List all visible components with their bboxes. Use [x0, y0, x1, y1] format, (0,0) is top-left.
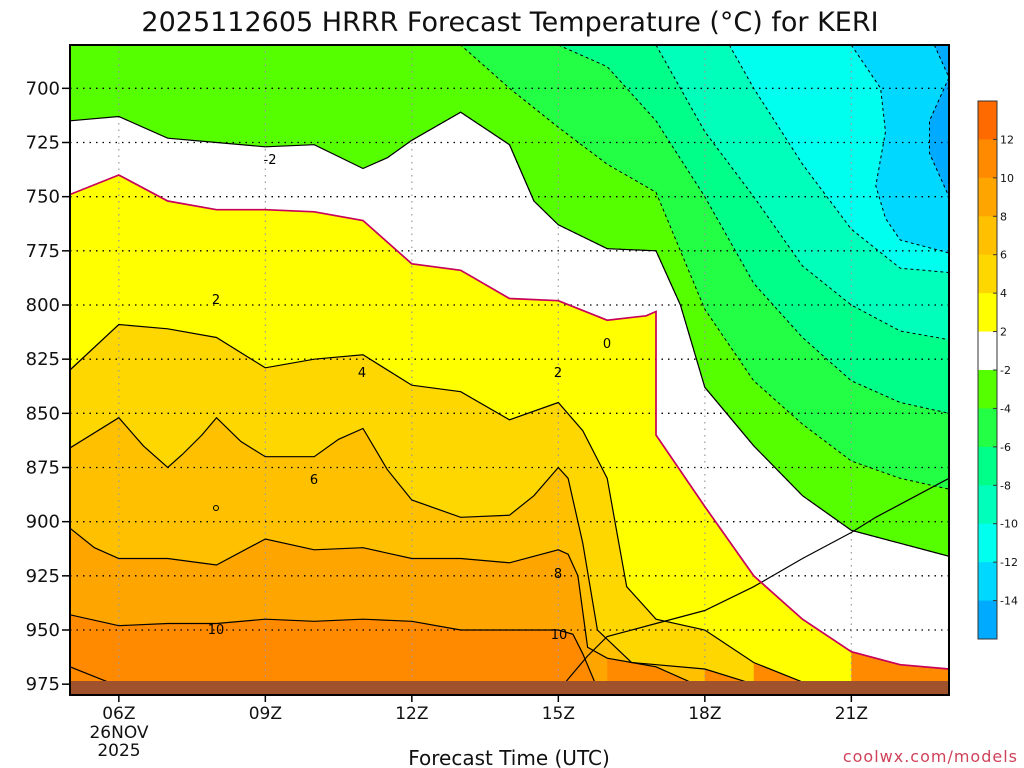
y-tick-label-775: 775: [26, 241, 60, 262]
colorbar-swatch-4: [978, 254, 997, 294]
colorbar: 12 10 8 6 4 2 -2 -4 -6 -8 -10 -12 -14: [977, 100, 1018, 640]
colorbar-swatch-11: [978, 523, 997, 563]
colorbar-label-5: 2: [1000, 326, 1007, 339]
isotherm-0: [70, 174, 949, 670]
colorbar-swatch-10: [978, 485, 997, 525]
x-tick-label-21Z: 21Z: [835, 704, 868, 724]
y-tick-label-725: 725: [26, 133, 60, 154]
isotherm-6: [70, 527, 706, 690]
isotherm-2: [70, 323, 852, 694]
colorbar-label-0: 12: [1000, 133, 1014, 146]
colorbar-swatch-9: [978, 446, 997, 486]
credit-text: coolwx.com/models: [843, 747, 1018, 766]
colorbar-label-8: -6: [1000, 441, 1011, 454]
isotherm-8: [70, 614, 608, 692]
contour-closed-marker: [213, 505, 219, 511]
colorbar-label-9: -8: [1000, 479, 1011, 492]
isotherm-cold-0: [411, 45, 949, 490]
y-tick-label-875: 875: [26, 458, 60, 479]
cold-band-6: [929, 45, 949, 197]
y-tick-label-750: 750: [26, 187, 60, 208]
isotherm-cold-2: [655, 45, 949, 341]
contour-label-6: 6: [310, 473, 318, 488]
colorbar-label-11: -12: [1000, 556, 1018, 569]
colorbar-label-3: 6: [1000, 249, 1007, 262]
colorbar-swatch-5: [978, 293, 997, 333]
colorbar-label-6: -2: [1000, 364, 1011, 377]
y-tick-label-950: 950: [26, 620, 60, 641]
colorbar-swatch-7: [978, 370, 997, 409]
y-tick-label-800: 800: [26, 295, 60, 316]
colorbar-swatch-1: [978, 139, 997, 179]
x-axis-label: Forecast Time (UTC): [408, 746, 610, 768]
colorbar-label-12: -14: [1000, 595, 1018, 608]
colorbar-swatch-6: [978, 331, 997, 371]
isotherm-cold-4: [850, 45, 949, 254]
date-label-day: 26NOV: [89, 723, 148, 743]
x-tick-label-15Z: 15Z: [542, 704, 575, 724]
isotherm-4: [70, 416, 754, 685]
y-tick-label-900: 900: [26, 512, 60, 533]
cold-band-5: [851, 45, 949, 253]
contour-label-0: 0: [603, 337, 611, 352]
isotherm-cold-3: [728, 45, 949, 273]
plot-area: [70, 45, 949, 695]
x-tick-label-06Z: 06Z: [102, 704, 135, 724]
contour-label-2a: 2: [212, 293, 220, 308]
contour-label-minus2: -2: [264, 153, 277, 168]
chart-title: 2025112605 HRRR Forecast Temperature (°C…: [141, 7, 878, 38]
colorbar-label-1: 10: [1000, 172, 1014, 185]
x-tick-label-18Z: 18Z: [688, 704, 721, 724]
colorbar-label-4: 4: [1000, 287, 1007, 300]
contour-label-10a: 10: [208, 623, 225, 638]
y-axis: 700 725 750 775 800 825 850 875 900 925 950 975: [26, 78, 70, 695]
colorbar-swatch-3: [978, 216, 997, 256]
grid-lines: [70, 45, 949, 695]
temperature-fills: [70, 45, 949, 695]
x-tick-label-09Z: 09Z: [249, 704, 282, 724]
y-tick-label-975: 975: [26, 674, 60, 695]
y-tick-label-700: 700: [26, 78, 60, 99]
ground-surface: [70, 681, 949, 695]
plot-frame: [69, 44, 950, 696]
y-tick-label-850: 850: [26, 403, 60, 424]
colorbar-label-2: 8: [1000, 210, 1007, 223]
colorbar-swatch-0: [978, 101, 997, 140]
colorbar-swatch-13: [978, 600, 997, 640]
contour-label-4: 4: [358, 366, 366, 381]
y-tick-label-825: 825: [26, 349, 60, 370]
colorbar-label-10: -10: [1000, 518, 1018, 531]
contour-label-10b: 10: [551, 628, 568, 643]
colorbar-swatch-2: [978, 177, 997, 217]
colorbar-label-7: -4: [1000, 402, 1011, 415]
date-label-year: 2025: [97, 741, 140, 761]
y-tick-label-925: 925: [26, 566, 60, 587]
isotherm-minus2-dashed: [387, 111, 949, 557]
colorbar-swatch-8: [978, 408, 997, 448]
x-axis: 06Z 09Z 12Z 15Z 18Z 21Z: [102, 695, 868, 724]
contour-label-8: 8: [554, 567, 562, 582]
colorbar-swatch-12: [978, 562, 997, 602]
contour-labels: -2 0 2 2 4 6 8 10 10: [208, 153, 611, 643]
contour-label-2b: 2: [554, 366, 562, 381]
x-tick-label-12Z: 12Z: [395, 704, 428, 724]
